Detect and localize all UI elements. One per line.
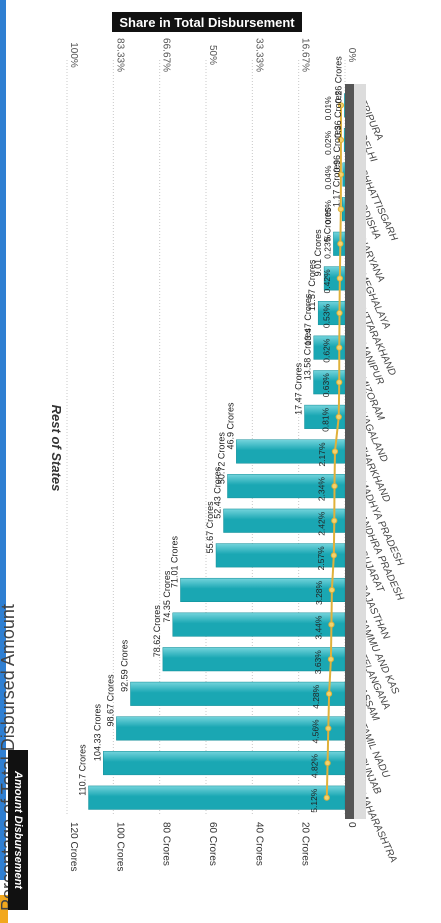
share-value-label: 0.62% xyxy=(321,338,331,363)
bar-value-label: 78.62 Crores xyxy=(152,605,162,658)
share-value-label: 0.05% xyxy=(323,200,333,225)
share-point xyxy=(327,656,335,663)
section-label: Rest of States xyxy=(49,405,64,492)
title-marker-icon xyxy=(0,895,8,923)
bar-value-label: 55.67 Crores xyxy=(205,501,215,554)
y-tick-label: 40 Crores xyxy=(253,822,264,866)
share-point xyxy=(331,448,339,455)
share-value-label: 5.12% xyxy=(309,788,319,813)
share-value-label: 2.42% xyxy=(316,511,326,536)
share-value-label: 4.56% xyxy=(310,719,320,744)
bar-value-label: 1.17 Crores xyxy=(331,160,341,208)
bar-value-label: 110.7 Crores xyxy=(78,744,88,796)
share-point xyxy=(323,794,330,801)
share-point xyxy=(336,275,343,282)
share-value-label: 0.42% xyxy=(322,269,332,294)
secondary-tick-label: 100% xyxy=(68,42,79,68)
share-point xyxy=(326,690,333,697)
share-value-label: 2.57% xyxy=(316,546,326,571)
bar-value-label: 0.96 Crores xyxy=(332,125,342,173)
share-point xyxy=(331,517,338,524)
bar-value-label: 13.47 Crores xyxy=(303,293,313,346)
bar-value-label: 104.33 Crores xyxy=(92,704,102,762)
bar-value-label: 98.67 Crores xyxy=(105,674,115,727)
bar-value-label: 92.59 Crores xyxy=(119,639,129,692)
category-axis-band xyxy=(345,84,354,819)
y-tick-label: 0 xyxy=(346,822,357,828)
bar xyxy=(236,439,346,464)
share-value-label: 4.28% xyxy=(311,684,321,709)
share-value-label: 0.02% xyxy=(323,130,333,155)
share-point xyxy=(325,725,332,732)
share-point xyxy=(328,621,335,628)
share-line-layer xyxy=(323,102,345,801)
share-value-label: 3.63% xyxy=(313,650,323,675)
share-value-label: 0.81% xyxy=(321,407,331,432)
bar-value-label: 46.9 Crores xyxy=(225,402,235,450)
y-axis-title-box xyxy=(8,750,28,910)
bar xyxy=(344,93,346,118)
bar-value-label: 74.35 Crores xyxy=(162,570,172,623)
secondary-tick-label: 0% xyxy=(346,48,357,63)
secondary-tick-label: 33.33% xyxy=(253,38,264,72)
share-point xyxy=(336,379,343,386)
chart-title-box xyxy=(112,12,302,32)
share-point xyxy=(337,136,345,144)
share-value-label: 2.34% xyxy=(316,477,326,502)
y-tick-label: 120 Crores xyxy=(68,822,79,871)
share-value-label: 0.04% xyxy=(323,165,333,190)
y-tick-label: 60 Crores xyxy=(207,822,218,866)
share-point xyxy=(337,206,344,213)
share-point xyxy=(337,102,345,109)
title-accent-bar xyxy=(0,0,6,880)
bar-value-label: 9.01 Crores xyxy=(313,229,323,277)
share-point xyxy=(337,240,344,247)
share-point xyxy=(336,309,343,317)
share-value-label: 4.82% xyxy=(310,754,320,779)
axis-layer: Share in Total Disbursement 0% 16.67% 33.33… xyxy=(8,12,366,910)
bar-value-label: 50.72 Crores xyxy=(216,432,226,485)
bar-value-label: 17.47 Crores xyxy=(294,362,304,415)
chart-title: Share in Total Disbursement xyxy=(119,15,295,30)
share-point xyxy=(330,552,337,559)
share-value-label: 2.17% xyxy=(317,442,327,467)
share-value-label: 3.44% xyxy=(313,615,323,640)
share-value-label: 0.63% xyxy=(321,373,331,398)
y-tick-label: 100 Crores xyxy=(114,822,125,871)
bar xyxy=(223,508,346,533)
share-point xyxy=(328,586,335,594)
share-point xyxy=(324,759,331,767)
bar xyxy=(343,127,346,152)
share-value-label: 0.01% xyxy=(323,96,333,121)
secondary-tick-label: 66.67% xyxy=(161,38,172,72)
bar xyxy=(88,785,346,810)
secondary-tick-label: 16.67% xyxy=(300,38,311,72)
y-tick-label: 20 Crores xyxy=(300,822,311,866)
bar-value-label: 0.26 Crores xyxy=(333,56,343,104)
bar-layer xyxy=(88,93,346,810)
bar-value-label: 0.36 Crores xyxy=(333,90,343,138)
secondary-tick-label: 83.33% xyxy=(114,38,125,72)
bar-value-label: 13.58 Crores xyxy=(303,328,313,381)
bar xyxy=(227,474,346,499)
share-point xyxy=(335,413,342,420)
share-point xyxy=(331,483,338,490)
bar-value-label: 5 Crores xyxy=(322,207,332,242)
category-axis-shade xyxy=(354,84,366,819)
y-tick-label: 80 Crores xyxy=(161,822,172,866)
share-value-label: 3.28% xyxy=(314,580,324,605)
share-point xyxy=(336,344,343,351)
secondary-tick-label: 50% xyxy=(207,45,218,65)
bar-value-label: 71.01 Crores xyxy=(169,535,179,588)
share-point xyxy=(337,171,344,178)
share-value-label: 0.23% xyxy=(322,234,332,259)
bar-value-label: 52.43 Crores xyxy=(213,466,223,519)
share-value-label: 0.53% xyxy=(322,304,332,329)
y-axis-title: Amount Disbursement xyxy=(12,770,24,890)
bar-value-label: 11.57 Crores xyxy=(307,259,317,311)
